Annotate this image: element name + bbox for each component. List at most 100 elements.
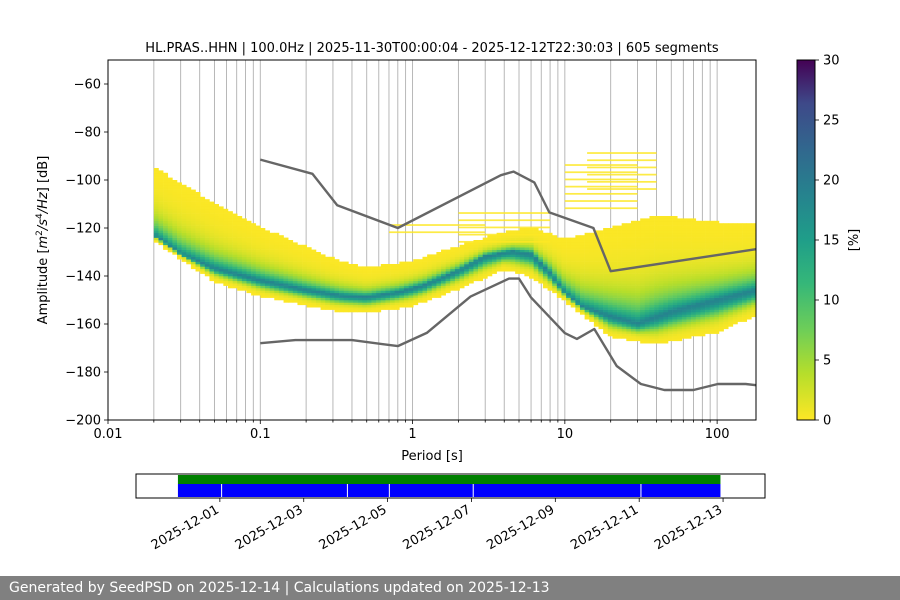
heatmap-cell [177, 208, 182, 212]
heatmap-cell [695, 271, 701, 274]
heatmap-cell [658, 254, 664, 258]
heatmap-cell [209, 237, 215, 241]
heatmap-cell [612, 288, 618, 291]
heatmap-cell [200, 271, 206, 274]
heatmap-cell [218, 271, 224, 274]
heatmap-cell [677, 252, 683, 255]
heatmap-cell [635, 324, 641, 327]
heatmap-cell [718, 228, 724, 231]
heatmap-cell [214, 271, 219, 274]
heatmap-cell [681, 264, 687, 267]
heatmap-cell [218, 225, 224, 229]
heatmap-cell [195, 199, 201, 202]
heatmap-cell [339, 264, 345, 267]
heatmap-cell [269, 266, 275, 270]
heatmap-cell [232, 283, 238, 286]
heatmap-cell [487, 271, 493, 274]
heatmap-cell [700, 312, 706, 315]
heatmap-cell [575, 309, 581, 313]
heatmap-cell [598, 304, 604, 308]
heatmap-cell [413, 278, 419, 282]
heatmap-cell [617, 247, 622, 250]
heatmap-cell [255, 280, 261, 284]
heatmap-cell [306, 271, 312, 274]
heatmap-cell [709, 237, 715, 241]
heatmap-cell [705, 237, 710, 241]
heatmap-cell [302, 302, 307, 306]
heatmap-cell [566, 300, 572, 303]
heatmap-cell [251, 256, 257, 260]
heatmap-cell [640, 340, 646, 344]
heatmap-cell [246, 244, 252, 248]
heatmap-cell [339, 271, 345, 274]
heatmap-cell [167, 187, 173, 190]
heatmap-cell [663, 273, 669, 277]
heatmap-cell [617, 285, 622, 289]
heatmap-cell [390, 290, 396, 294]
heatmap-cell [417, 295, 423, 298]
heatmap-cell [454, 264, 460, 267]
heatmap-cell [663, 307, 669, 310]
heatmap-cell [209, 266, 215, 270]
heatmap-cell [265, 288, 270, 291]
heatmap-cell [186, 218, 192, 222]
heatmap-cell [593, 240, 599, 243]
heatmap-cell [575, 271, 581, 274]
heatmap-cell [158, 230, 164, 234]
heatmap-cell [491, 256, 497, 260]
heatmap-cell [737, 285, 743, 289]
heatmap-cell [394, 273, 400, 277]
heatmap-cell [163, 230, 169, 234]
heatmap-cell [686, 237, 692, 241]
heatmap-cell [311, 297, 317, 301]
heatmap-cell [742, 254, 748, 258]
heatmap-cell [246, 228, 252, 231]
heatmap-cell [603, 302, 609, 306]
heatmap-cell [746, 271, 752, 274]
heatmap-cell [454, 273, 460, 277]
heatmap-cell [227, 278, 233, 282]
heatmap-cell [672, 271, 678, 274]
heatmap-cell [663, 278, 669, 282]
heatmap-cell [626, 338, 632, 342]
heatmap-cell [431, 254, 437, 258]
heatmap-cell [742, 316, 748, 320]
heatmap-cell [718, 242, 724, 246]
heatmap-cell [329, 288, 335, 291]
heatmap-cell [552, 285, 558, 289]
heatmap-cell [302, 276, 307, 279]
heatmap-cell [186, 232, 192, 236]
heatmap-cell [232, 271, 238, 274]
heatmap-cell [566, 264, 572, 267]
heatmap-cell [589, 292, 595, 296]
heatmap-cell [353, 300, 358, 303]
heatmap-cell [751, 242, 757, 246]
heatmap-cell [232, 223, 238, 226]
heatmap-cell [223, 240, 229, 243]
heatmap-cell [700, 273, 706, 277]
heatmap-cell [255, 230, 261, 234]
heatmap-cell [306, 297, 312, 301]
heatmap-cell [209, 273, 215, 277]
heatmap-cell [658, 283, 664, 286]
heatmap-cell [246, 252, 252, 255]
heatmap-cell [658, 328, 664, 332]
heatmap-cell [255, 247, 261, 250]
heatmap-cell [223, 244, 229, 248]
heatmap-cell [158, 206, 164, 210]
heatmap-cell [640, 252, 646, 255]
heatmap-cell [718, 285, 724, 289]
heatmap-cell [630, 304, 636, 308]
heatmap-cell [329, 285, 335, 289]
heatmap-cell [269, 292, 275, 296]
heatmap-cell [496, 256, 502, 260]
heatmap-cell [603, 307, 609, 310]
heatmap-cell [371, 290, 377, 294]
heatmap-cell [612, 242, 618, 246]
heatmap-cell [306, 249, 312, 253]
heatmap-cell [681, 304, 687, 308]
heatmap-cell [427, 268, 433, 272]
heatmap-cell [246, 247, 252, 250]
heatmap-cell [329, 300, 335, 303]
heatmap-cell [626, 309, 632, 313]
